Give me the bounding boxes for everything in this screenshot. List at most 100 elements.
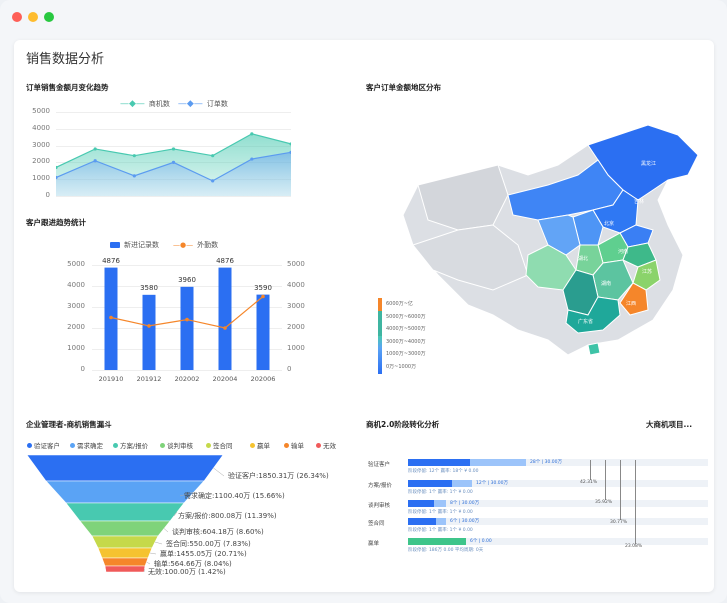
sales-trend-legend: —◆— 商机数 —◆— 订单数 [120, 99, 228, 109]
gridline [92, 370, 282, 371]
gridline [56, 128, 291, 130]
yaxis-right-tick-label: 2000 [287, 323, 305, 331]
funnel-leader-line [154, 541, 163, 545]
funnel-legend-item[interactable]: 输单 [284, 440, 304, 450]
funnel-leader-line [163, 528, 169, 533]
xaxis-tick-label: 202004 [212, 375, 238, 383]
legend-dot-icon [316, 442, 321, 448]
funnel-segment [101, 557, 149, 567]
legend-label: 新进记录数 [124, 241, 159, 249]
yaxis-tick-label: 1000 [32, 174, 50, 183]
titlebar [0, 0, 727, 34]
china-map[interactable]: 黑龙江 吉林 北京 河南 江苏 湖南 江西 广东省 湖北 [398, 105, 710, 365]
data-point [171, 147, 176, 151]
legend-label: 无效 [323, 442, 336, 450]
data-point [132, 174, 136, 178]
map-label: 吉林 [634, 198, 644, 205]
customer-followup-title: 客户跟进趋势统计 [26, 218, 86, 227]
legend-diamond-icon: —◆— [120, 99, 145, 109]
stage-track [408, 538, 708, 545]
gridline [92, 286, 282, 287]
funnel-value-label: 验证客户:1850.31万 (26.34%) [228, 472, 329, 480]
map-region-west [417, 164, 509, 231]
map-label: 河南 [618, 248, 628, 255]
legend-label: 验证客户 [34, 442, 60, 450]
stage-track [408, 500, 708, 507]
funnel-legend-item[interactable]: 方案/报价 [113, 440, 148, 450]
bar [142, 294, 156, 370]
bar-value-label: 4876 [102, 256, 120, 265]
funnel-leader-line [213, 467, 225, 477]
legend-label: 输单 [291, 442, 304, 450]
stage-detail: 阶段停留: 1个 赢率: 1个 ¥ 0.00 [408, 528, 473, 533]
funnel-segment [91, 535, 159, 549]
yaxis-right-tick-label: 5000 [287, 260, 305, 268]
data-point [211, 179, 215, 183]
big-project-link[interactable]: 大商机项目... [646, 420, 693, 429]
funnel-segment [65, 502, 185, 522]
map-label: 广东省 [578, 318, 593, 325]
sales-funnel-title: 企业管理者-商机销售漏斗 [26, 420, 112, 429]
funnel-legend-item[interactable]: 无效 [316, 440, 336, 450]
minimize-window-button[interactable] [28, 12, 38, 22]
stage-bar-rest [470, 459, 526, 466]
legend-label: 签合同 [213, 442, 233, 450]
funnel-segment [104, 565, 146, 573]
stage-bar [408, 518, 436, 525]
legend-dot-icon [27, 442, 32, 448]
yaxis-tick-label: 2000 [32, 157, 50, 166]
yaxis-tick-label: 0 [45, 191, 50, 199]
yaxis-right-tick-label: 3000 [287, 302, 305, 310]
map-region-guangdong [565, 296, 621, 334]
conversion-percent: 35.92% [595, 500, 613, 505]
maximize-window-button[interactable] [44, 12, 54, 22]
legend-label: 谈判审核 [167, 442, 193, 450]
funnel-value-label: 谈判审核:604.18万 (8.60%) [172, 528, 264, 536]
close-window-button[interactable] [12, 12, 22, 22]
data-point [289, 150, 291, 154]
legend-line-icon: —●— [173, 241, 194, 249]
legend-label: 需求确定 [77, 442, 103, 450]
data-point [250, 157, 254, 161]
xaxis-tick-label: 201912 [136, 375, 162, 383]
map-legend-label: 6000万~亿 [386, 301, 413, 307]
stage-bar-rest [452, 480, 472, 487]
funnel-legend-item[interactable]: 谈判审核 [160, 440, 193, 450]
yaxis-left-tick-label: 2000 [67, 323, 85, 331]
map-label: 江苏 [642, 268, 652, 275]
funnel-legend-item[interactable]: 赢单 [250, 440, 270, 450]
data-point [211, 154, 215, 158]
stage-conversion-title: 商机2.0阶段转化分析 [366, 420, 440, 429]
conversion-marker [635, 460, 636, 544]
customer-followup-legend: 新进记录数 —●— 外勤数 [110, 240, 218, 250]
funnel-legend-item[interactable]: 签合同 [206, 440, 233, 450]
yaxis-tick-label: 4000 [32, 123, 50, 132]
funnel-segment [97, 547, 153, 559]
funnel-legend-item[interactable]: 需求确定 [70, 440, 103, 450]
bar-value-label: 4876 [216, 256, 234, 265]
funnel-leader-line [143, 568, 145, 573]
stage-track [408, 459, 708, 466]
conversion-marker [590, 460, 591, 480]
bar-value-label: 3580 [140, 283, 158, 292]
stage-track [408, 518, 708, 525]
legend-swatch [110, 242, 120, 248]
stage-bar-rest [434, 500, 446, 507]
funnel-legend-item[interactable]: 验证客户 [27, 440, 60, 450]
legend-dot-icon [284, 442, 289, 448]
legend-label: 外勤数 [197, 241, 219, 249]
data-point [171, 160, 176, 164]
legend-label: 赢单 [257, 442, 270, 450]
stage-track [408, 480, 708, 487]
yaxis-right-tick-label: 0 [287, 365, 292, 373]
funnel-leader-line [173, 511, 178, 517]
conversion-percent: 23.08% [625, 544, 643, 549]
data-point [56, 175, 58, 180]
map-label: 江西 [626, 300, 636, 307]
xaxis-tick-label: 201910 [98, 375, 124, 383]
yaxis-left-tick-label: 0 [80, 365, 85, 373]
map-label: 黑龙江 [641, 160, 656, 167]
customer-followup-chart [104, 267, 270, 370]
data-point [93, 147, 97, 151]
funnel-segment [79, 520, 171, 537]
